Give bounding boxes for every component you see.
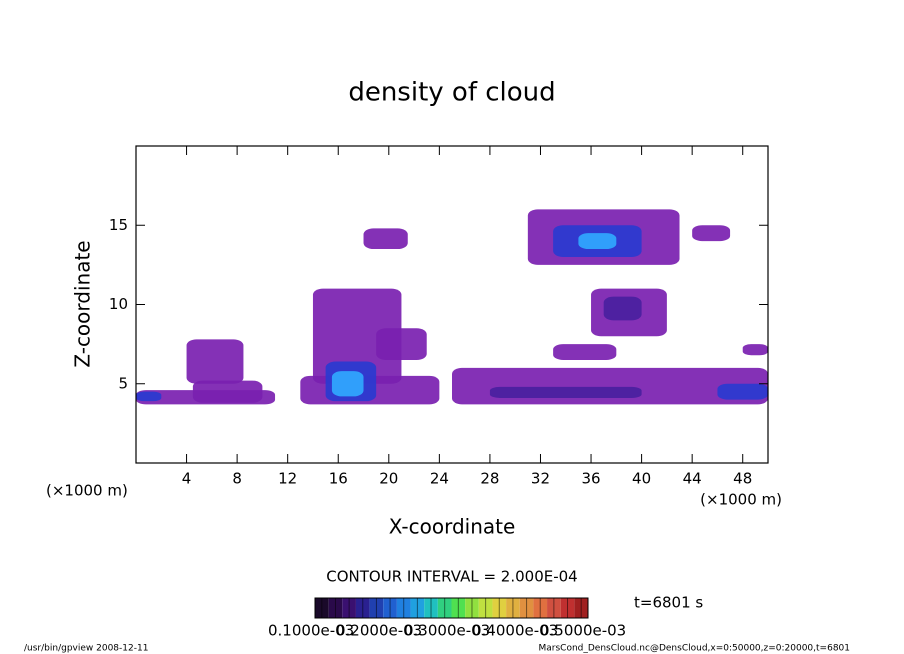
x-tick-label: 36: [581, 470, 600, 488]
x-axis-label: X-coordinate: [389, 515, 516, 539]
x-tick-label: 32: [531, 470, 550, 488]
colorbar-label: 0.4000e-03: [472, 622, 558, 640]
y-axis-label: Z-coordinate: [71, 240, 95, 367]
y-unit: (×1000 m): [46, 482, 128, 500]
colorbar-label: 0.2000e-03: [336, 622, 422, 640]
footer-right: MarsCond_DensCloud.nc@DensCloud,x=0:5000…: [539, 644, 851, 654]
y-tick-label: 5: [118, 374, 128, 392]
plot-frame: [135, 145, 769, 464]
x-unit: (×1000 m): [700, 491, 782, 509]
cloud-patch: [331, 371, 364, 397]
x-tick-label: 48: [733, 470, 752, 488]
cloud-patch: [489, 386, 642, 399]
cloud-patch: [363, 228, 408, 250]
cloud-patch: [192, 380, 263, 403]
cloud-patch: [603, 296, 642, 321]
colorbar-label: 0.5000e-03: [540, 622, 626, 640]
colorbar-label: 0.3000e-03: [404, 622, 490, 640]
x-tick-label: 16: [329, 470, 348, 488]
colorbar-frame: [314, 597, 589, 619]
cloud-patch: [578, 233, 617, 250]
cloud-patch: [742, 344, 768, 356]
x-tick-label: 28: [480, 470, 499, 488]
cloud-patch: [717, 383, 768, 400]
cloud-patch: [553, 344, 617, 360]
cloud-patch: [136, 391, 162, 402]
x-tick-label: 8: [232, 470, 242, 488]
y-tick-label: 15: [109, 216, 128, 234]
y-tick-label: 10: [109, 295, 128, 313]
x-tick-label: 40: [632, 470, 651, 488]
contour-interval: CONTOUR INTERVAL = 2.000E-04: [326, 568, 577, 586]
x-tick-label: 12: [278, 470, 297, 488]
x-tick-label: 44: [683, 470, 702, 488]
x-tick-label: 20: [379, 470, 398, 488]
x-tick-label: 4: [182, 470, 192, 488]
colorbar-label: 0.1000e-03: [268, 622, 354, 640]
x-tick-label: 24: [430, 470, 449, 488]
cloud-patch: [312, 288, 402, 384]
cloud-patch: [376, 328, 427, 360]
cloud-patch: [692, 225, 731, 242]
chart-title: density of cloud: [348, 78, 555, 108]
time-label: t=6801 s: [634, 594, 703, 612]
cloud-patch: [186, 339, 244, 384]
footer-left: /usr/bin/gpview 2008-12-11: [24, 644, 148, 654]
